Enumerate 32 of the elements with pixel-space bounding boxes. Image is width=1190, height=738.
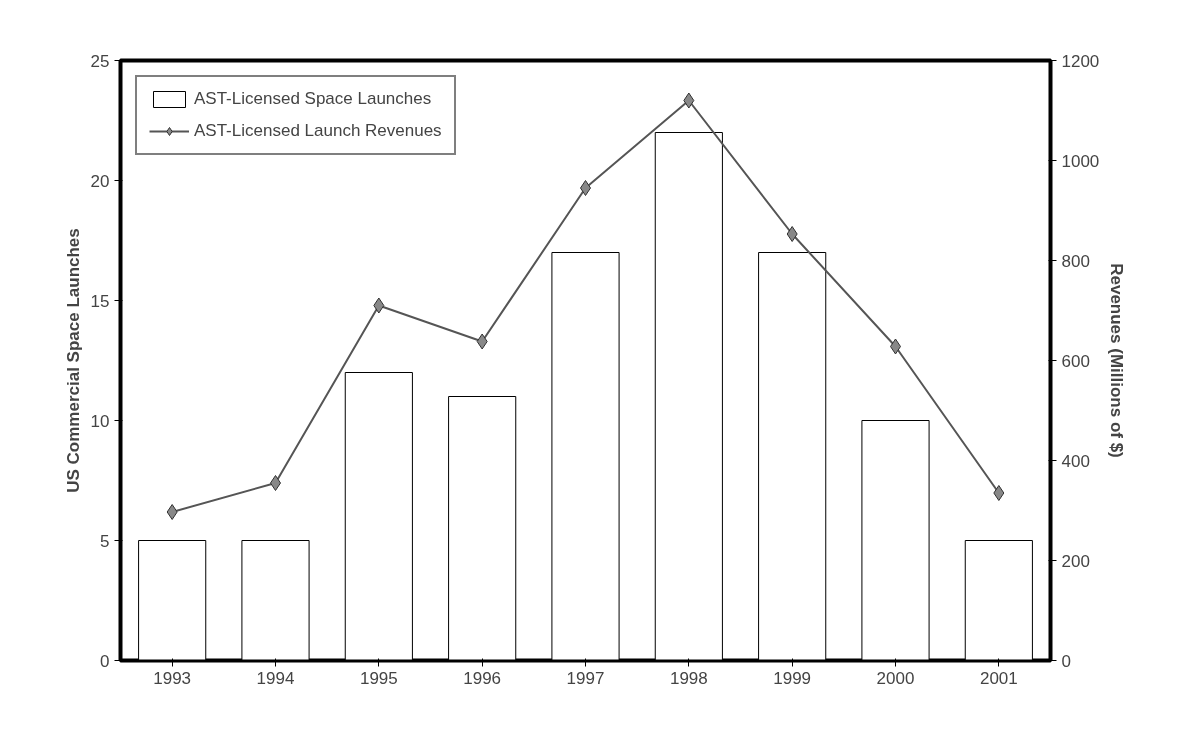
point (373, 297, 385, 314)
point (476, 333, 488, 350)
point (786, 226, 798, 242)
x-tick-label: 1995 (359, 668, 398, 688)
y2-tick-label: 200 (1061, 551, 1090, 571)
x-tick-label: 1994 (256, 668, 295, 688)
y2-tick-label: 400 (1061, 451, 1090, 471)
y-axis-title: US Commercial Space Launches (63, 228, 83, 493)
legend-label: AST-Licensed Space Launches (194, 89, 432, 109)
y-tick-label: 15 (90, 291, 110, 311)
x-tick-label: 1999 (773, 668, 812, 688)
x-tick-label: 2000 (876, 668, 915, 688)
y2-tick-label: 600 (1061, 351, 1090, 371)
y2-tick-label: 0 (1061, 651, 1071, 671)
x-tick-label: 1998 (669, 668, 708, 688)
x-tick-label: 2001 (979, 668, 1018, 688)
x-tick-label: 1993 (153, 668, 192, 688)
y-tick-label: 20 (90, 171, 110, 191)
x-tick-label: 1997 (566, 668, 605, 688)
y2-tick-label: 1000 (1061, 151, 1100, 171)
x-tick-label: 1996 (463, 668, 502, 688)
y2-tick-label: 1200 (1061, 51, 1100, 71)
y-tick-label: 5 (100, 531, 110, 551)
y2-tick-label: 800 (1061, 251, 1090, 271)
y-tick-label: 0 (100, 651, 110, 671)
legend-label: AST-Licensed Launch Revenues (194, 121, 442, 141)
point (993, 485, 1005, 501)
y-tick-label: 10 (90, 411, 110, 431)
point (166, 504, 178, 520)
y-tick-label: 25 (90, 51, 110, 71)
point (683, 92, 695, 109)
y2-axis-title: Revenues (Millions of $) (1107, 263, 1127, 458)
